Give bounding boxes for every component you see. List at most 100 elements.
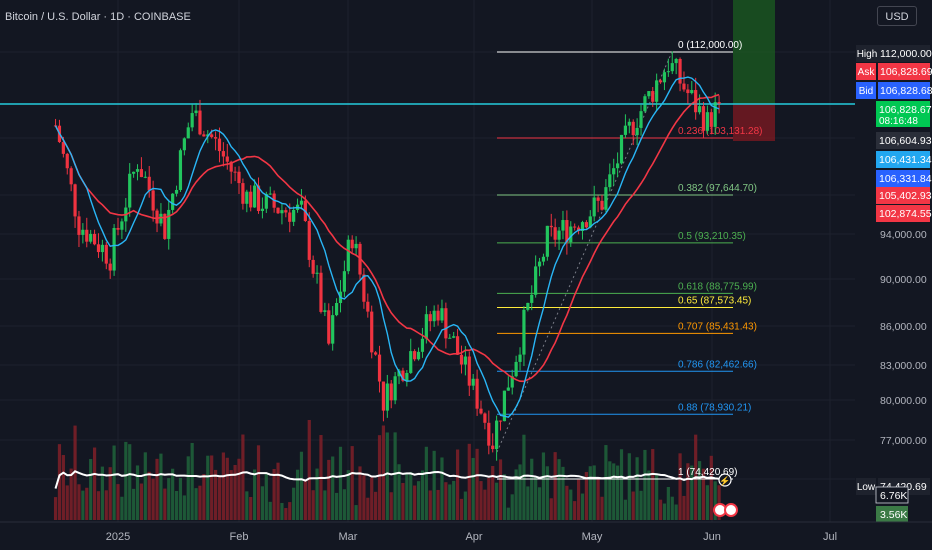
volume-bar xyxy=(498,459,503,520)
currency-button[interactable]: USD xyxy=(877,6,917,26)
candle-body xyxy=(292,209,296,222)
volume-bar xyxy=(487,477,491,520)
volume-bar xyxy=(588,466,592,520)
candle-body xyxy=(573,226,577,228)
candle-body xyxy=(350,239,354,249)
x-tick-label: Feb xyxy=(230,531,249,543)
volume-bar xyxy=(666,486,670,520)
candle-body xyxy=(612,168,616,175)
volume-bar xyxy=(483,489,487,520)
volume-bar xyxy=(377,435,382,520)
candle-body xyxy=(670,63,674,72)
volume-bar xyxy=(440,457,444,520)
lightning-icon-glyph: ⚡ xyxy=(719,475,730,487)
price-badge-value: 112,000.00 xyxy=(880,48,932,60)
volume-bar xyxy=(534,476,538,520)
price-badge xyxy=(876,187,930,204)
candle-body xyxy=(498,420,503,422)
x-tick-label: May xyxy=(582,531,603,543)
volume-bar xyxy=(315,468,319,520)
volume-bar xyxy=(342,489,346,520)
volume-bar xyxy=(647,470,651,520)
volume-bar xyxy=(409,472,413,520)
volume-bar xyxy=(397,464,401,520)
volume-badge xyxy=(875,486,909,504)
candle-body xyxy=(229,161,233,172)
volume-badge xyxy=(876,506,908,522)
volume-bar xyxy=(61,455,65,520)
long-position-tool[interactable] xyxy=(733,0,775,141)
volume-bar xyxy=(338,446,343,520)
candle-body xyxy=(100,244,104,253)
candle-body xyxy=(389,383,393,401)
candle-body xyxy=(690,90,694,94)
candle-body xyxy=(701,106,706,131)
x-tick-label: Jul xyxy=(823,531,837,543)
fib-retracement[interactable]: 0 (112,000.00) 0.236 (103,131.28) 0.382 (9… xyxy=(497,40,763,480)
volume-bar xyxy=(272,469,276,520)
event-icons[interactable]: ⚡ xyxy=(713,473,738,517)
volume-bar xyxy=(112,445,116,520)
candle-body xyxy=(416,351,421,360)
y-tick-label: 86,000.00 xyxy=(880,321,927,333)
price-badge-tag-text: High xyxy=(857,49,878,60)
volume-bar xyxy=(100,466,104,520)
price-badge-tag-text: Ask xyxy=(858,67,876,78)
volume-bar xyxy=(65,485,69,520)
volume-bar xyxy=(288,502,292,520)
flag-icon[interactable] xyxy=(724,503,738,517)
candle-body xyxy=(510,376,514,388)
volume-bar xyxy=(561,466,565,520)
volume-bar xyxy=(221,452,225,520)
candle-body xyxy=(311,259,315,274)
volume-bar xyxy=(619,449,624,520)
volume-bar xyxy=(678,453,682,520)
lightning-icon[interactable] xyxy=(718,473,732,487)
price-axis[interactable]: 94,000.00 90,000.00 86,000.00 83,000.00 80,0… xyxy=(855,0,932,550)
candle-body xyxy=(319,272,323,312)
candle-body xyxy=(608,174,612,188)
volume-bar xyxy=(655,473,659,520)
volume-bar xyxy=(311,490,315,520)
volume-bar xyxy=(413,485,417,520)
candle-body xyxy=(541,256,546,262)
volume-bar xyxy=(350,446,354,520)
price-badge-value: 106,828.67 xyxy=(879,104,932,116)
candle-body xyxy=(147,176,151,191)
price-badge-tag xyxy=(856,478,876,495)
x-tick-label: Mar xyxy=(339,531,358,543)
candle-body xyxy=(116,228,120,230)
candle-body xyxy=(592,197,596,217)
volume-bar xyxy=(662,503,667,520)
candle-body xyxy=(237,171,241,184)
volume-bar xyxy=(331,456,335,520)
candle-body xyxy=(73,184,77,217)
volume-bar xyxy=(541,452,546,520)
price-badge-value: 105,402.93 xyxy=(879,190,932,202)
candle-body xyxy=(557,230,561,240)
volume-bar xyxy=(327,459,331,520)
volume-bar xyxy=(190,442,194,520)
time-axis[interactable]: 2025 Feb Mar Apr May Jun Jul xyxy=(0,521,932,543)
candle-body xyxy=(92,233,97,245)
price-badge-value: 102,874.55 xyxy=(879,208,932,220)
candles xyxy=(53,51,721,461)
volume-badge-value: 3.56K xyxy=(880,509,907,521)
volume-bar xyxy=(717,485,721,520)
candle-body xyxy=(682,83,686,90)
candle-body xyxy=(233,171,237,173)
volume-bar xyxy=(604,445,608,520)
candle-body xyxy=(264,193,268,209)
candle-body xyxy=(647,91,651,97)
candle-body xyxy=(565,220,569,243)
candle-body xyxy=(623,125,628,135)
candle-body xyxy=(635,127,639,136)
candle-body xyxy=(65,153,69,169)
price-badge xyxy=(876,101,930,127)
candle-body xyxy=(658,80,663,83)
candle-body xyxy=(604,187,608,210)
candle-body xyxy=(104,244,108,264)
volume-bar xyxy=(537,487,542,520)
volume-bar xyxy=(284,508,288,520)
